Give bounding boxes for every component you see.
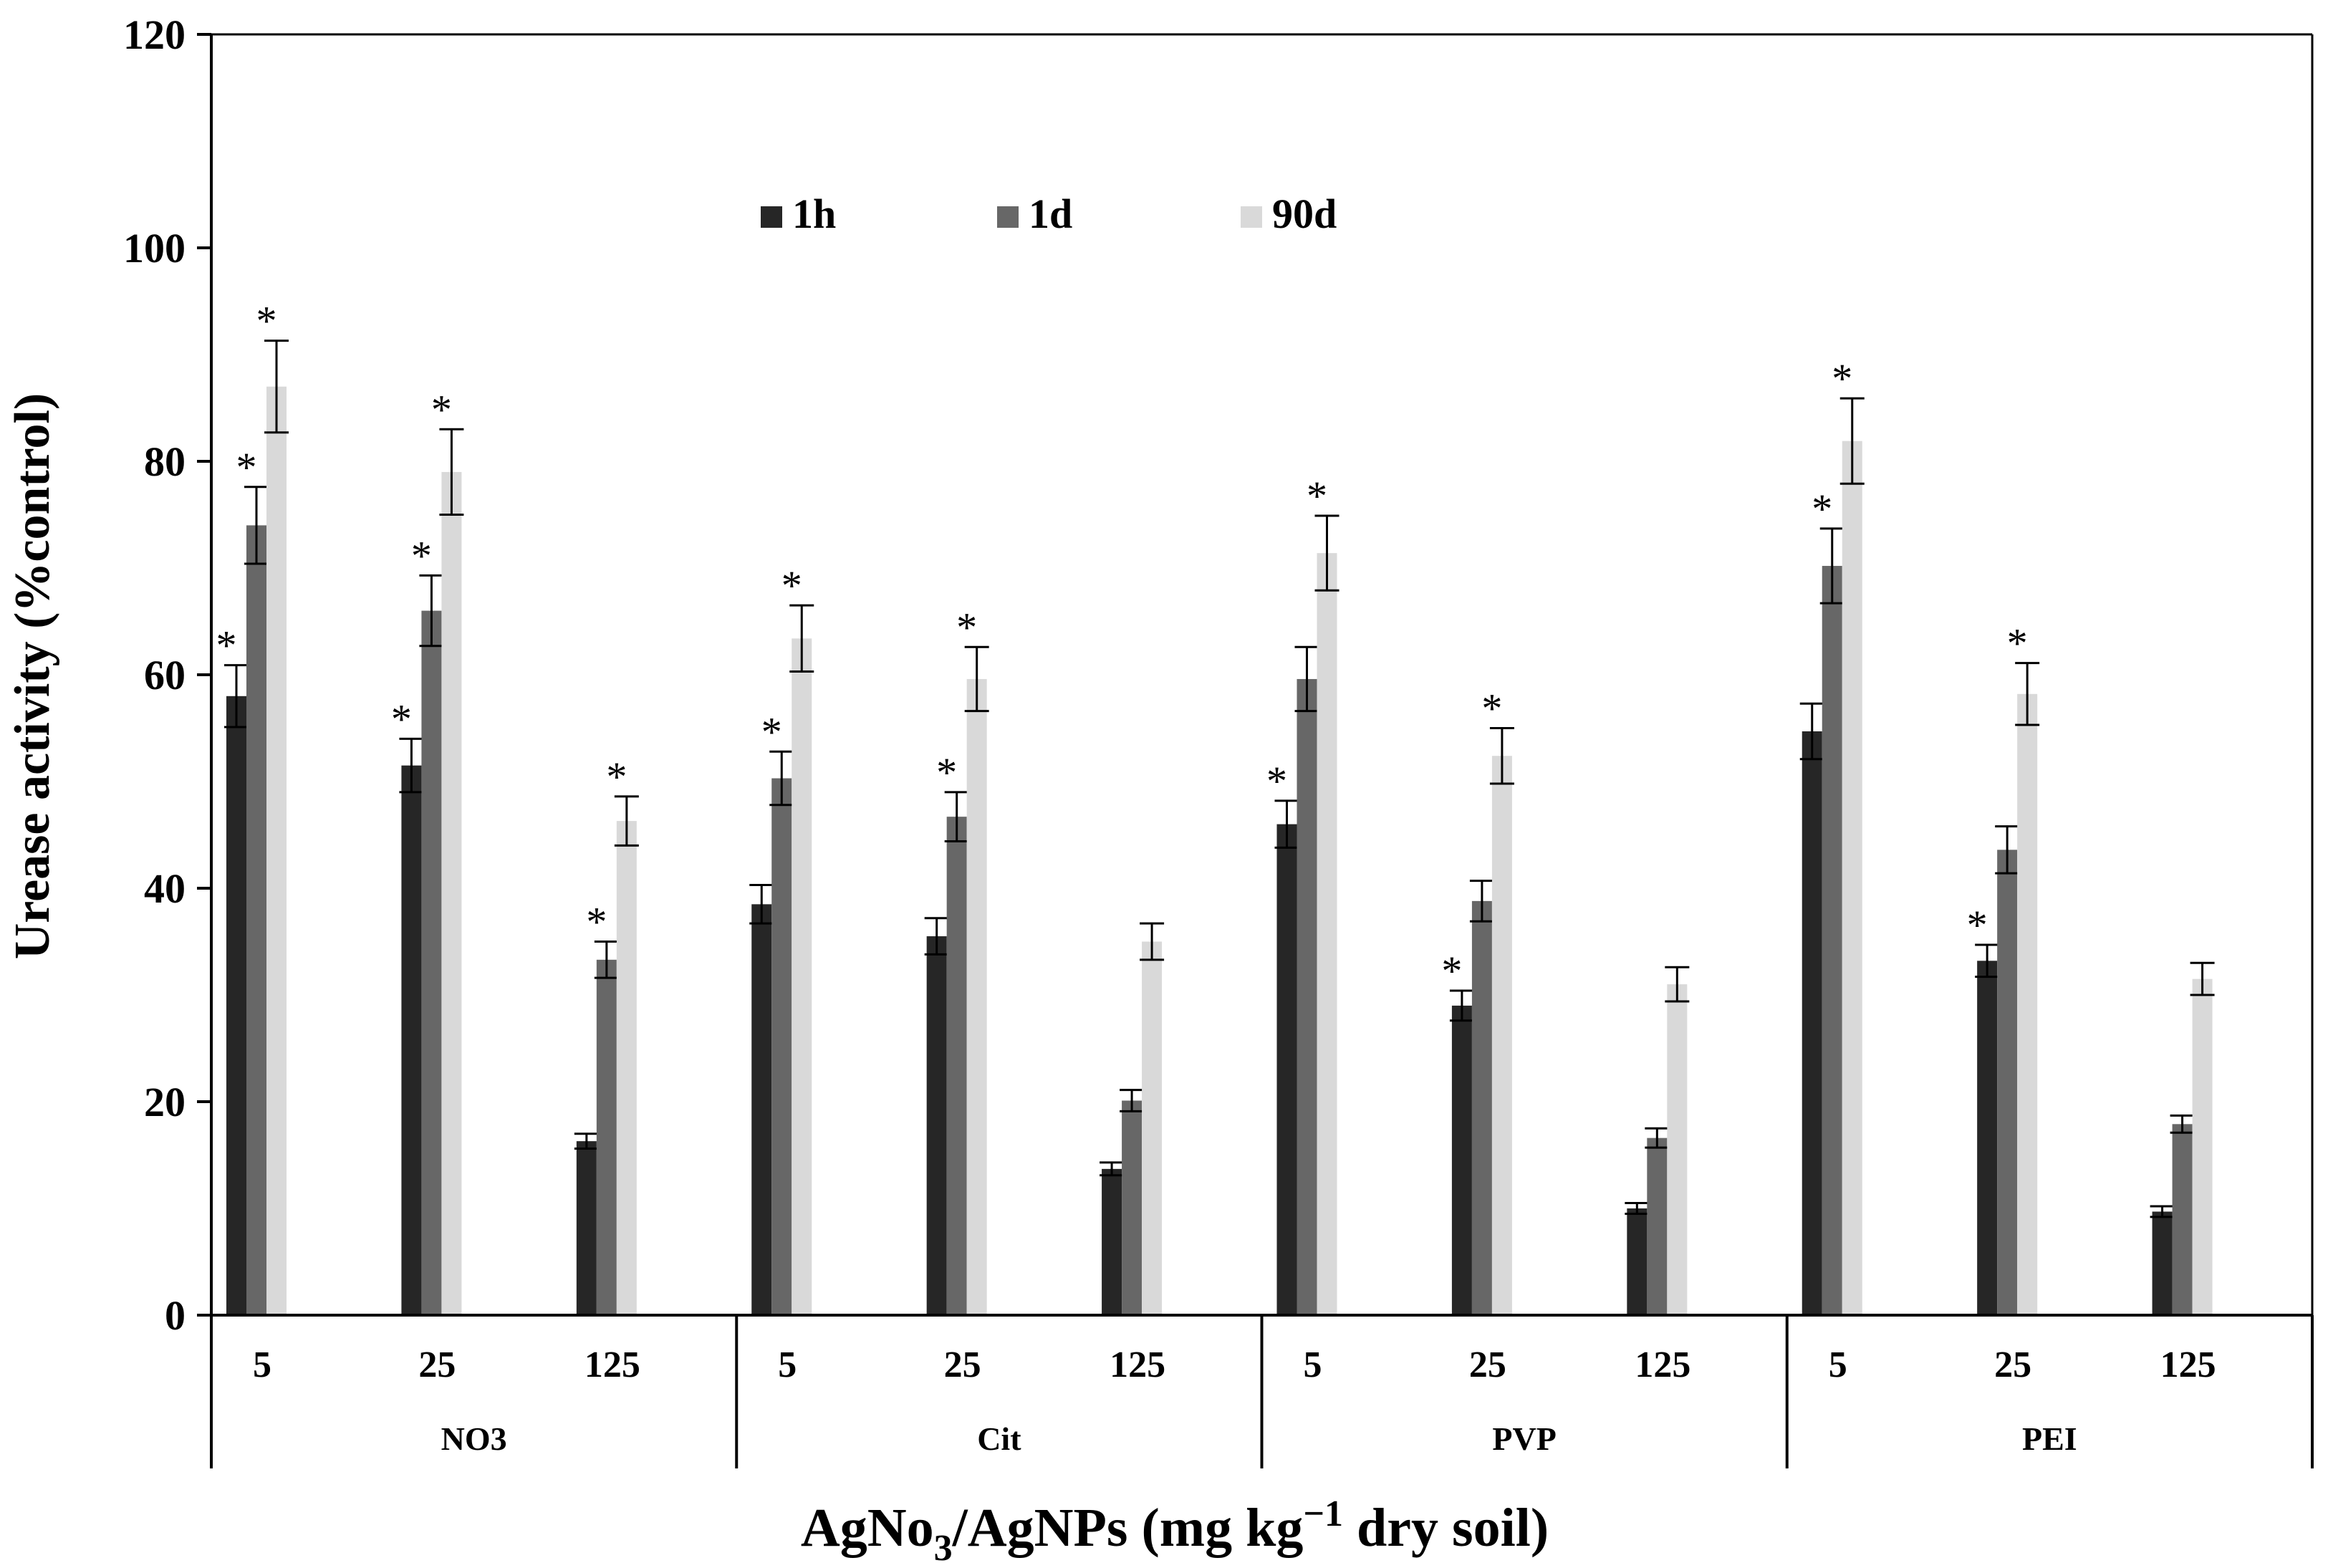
significance-star: * bbox=[1812, 486, 1832, 532]
significance-star: * bbox=[761, 708, 782, 755]
y-tick-label: 60 bbox=[144, 652, 186, 698]
bar-90d bbox=[792, 638, 812, 1315]
significance-star: * bbox=[256, 298, 277, 345]
bar-1d bbox=[1122, 1100, 1143, 1315]
significance-star: * bbox=[606, 754, 627, 800]
y-tick-label: 0 bbox=[165, 1292, 186, 1339]
bar-1d bbox=[246, 525, 266, 1315]
significance-star: * bbox=[1441, 948, 1462, 994]
y-axis-title: Urease activity (%control) bbox=[5, 393, 60, 960]
bar-1d bbox=[1997, 850, 2018, 1315]
significance-star: * bbox=[216, 622, 237, 669]
significance-star: * bbox=[956, 604, 977, 650]
significance-star: * bbox=[1967, 902, 1988, 948]
bar-1h bbox=[751, 904, 772, 1315]
bar-90d bbox=[1317, 553, 1337, 1315]
legend-label-1d: 1d bbox=[1029, 191, 1072, 237]
dose-tick-label: 125 bbox=[585, 1345, 640, 1385]
significance-star: * bbox=[2007, 620, 2028, 667]
significance-star: * bbox=[1832, 355, 1852, 402]
bar-90d bbox=[1491, 756, 1512, 1315]
bar-90d bbox=[616, 821, 637, 1315]
group-label: NO3 bbox=[441, 1420, 507, 1457]
bar-1d bbox=[421, 610, 442, 1315]
dose-tick-label: 25 bbox=[1994, 1345, 2031, 1385]
dose-tick-label: 25 bbox=[1469, 1345, 1506, 1385]
significance-star: * bbox=[236, 444, 257, 491]
bar-90d bbox=[1142, 941, 1163, 1315]
significance-star: * bbox=[781, 562, 802, 609]
bar-90d bbox=[266, 386, 287, 1316]
bar-1d bbox=[1822, 566, 1842, 1315]
bar-1d bbox=[1297, 678, 1317, 1315]
x-axis-title-superscript: −1 bbox=[1303, 1494, 1343, 1534]
dose-tick-label: 125 bbox=[2160, 1345, 2216, 1385]
bar-1d bbox=[2172, 1124, 2193, 1315]
y-tick-label: 100 bbox=[123, 225, 186, 271]
legend-label-90d: 90d bbox=[1272, 191, 1337, 237]
x-axis-title-part: dry soil) bbox=[1343, 1498, 1549, 1558]
legend-swatch-1h bbox=[761, 206, 782, 228]
bar-90d bbox=[1842, 441, 1862, 1316]
bar-1h bbox=[1102, 1168, 1122, 1315]
bar-1h bbox=[1977, 961, 1998, 1315]
legend: 1h 1d 90d bbox=[761, 191, 1337, 237]
bar-1d bbox=[771, 778, 792, 1315]
dose-tick-label: 5 bbox=[778, 1345, 797, 1385]
x-axis-title-part: AgNo bbox=[801, 1498, 934, 1558]
group-label: PVP bbox=[1492, 1420, 1556, 1457]
bar-90d bbox=[966, 678, 987, 1315]
significance-star: * bbox=[1307, 473, 1327, 519]
dose-tick-label: 5 bbox=[1829, 1345, 1847, 1385]
bar-1h bbox=[1276, 824, 1297, 1315]
bar-1d bbox=[1471, 900, 1492, 1315]
bar-90d bbox=[2017, 693, 2038, 1315]
legend-swatch-1d bbox=[997, 206, 1019, 228]
x-axis-title: AgNo3/AgNPs (mg kg−1 dry soil) bbox=[801, 1494, 1549, 1568]
legend-swatch-90d bbox=[1241, 206, 1262, 228]
bar-1h bbox=[1627, 1208, 1648, 1315]
bar-90d bbox=[1667, 984, 1688, 1315]
bar-1d bbox=[596, 959, 617, 1315]
bar-1h bbox=[576, 1141, 597, 1315]
bar-90d bbox=[2192, 978, 2213, 1315]
dose-tick-label: 25 bbox=[944, 1345, 981, 1385]
y-tick-label: 120 bbox=[123, 11, 186, 58]
y-tick-label: 20 bbox=[144, 1079, 186, 1125]
x-axis-title-part: /AgNPs (mg kg bbox=[952, 1498, 1304, 1558]
dose-tick-label: 5 bbox=[253, 1345, 271, 1385]
bar-1h bbox=[1451, 1005, 1472, 1315]
bar-1d bbox=[946, 817, 967, 1315]
significance-star: * bbox=[936, 749, 957, 796]
significance-star: * bbox=[586, 899, 607, 946]
bar-1h bbox=[401, 765, 422, 1315]
plot-area: * * * * * * * * * * * * * * * * * * * * bbox=[216, 298, 2215, 1316]
y-tick-label: 40 bbox=[144, 865, 186, 912]
significance-star: * bbox=[431, 386, 452, 433]
dose-tick-label: 25 bbox=[418, 1345, 456, 1385]
bar-1h bbox=[226, 696, 246, 1315]
dose-tick-label: 125 bbox=[1110, 1345, 1165, 1385]
significance-star: * bbox=[1266, 758, 1287, 804]
bar-1h bbox=[1802, 731, 1822, 1315]
legend-label-1h: 1h bbox=[792, 191, 836, 237]
significance-star: * bbox=[411, 532, 432, 579]
y-tick-label: 80 bbox=[144, 438, 186, 485]
group-label: PEI bbox=[2022, 1420, 2077, 1457]
dose-tick-label: 5 bbox=[1304, 1345, 1322, 1385]
x-axis-title-subscript: 3 bbox=[934, 1528, 953, 1568]
dose-tick-label: 125 bbox=[1635, 1345, 1690, 1385]
bar-90d bbox=[441, 471, 462, 1315]
group-label: Cit bbox=[977, 1420, 1021, 1457]
bar-1h bbox=[2152, 1211, 2173, 1315]
axes: 0 20 40 60 80 100 120 5 25 125 NO3 5 25 125 Cit 5 25 125 P… bbox=[123, 11, 2314, 1468]
bar-1d bbox=[1647, 1137, 1668, 1315]
significance-star: * bbox=[391, 696, 412, 742]
bar-1h bbox=[926, 936, 947, 1315]
significance-star: * bbox=[1481, 686, 1502, 732]
